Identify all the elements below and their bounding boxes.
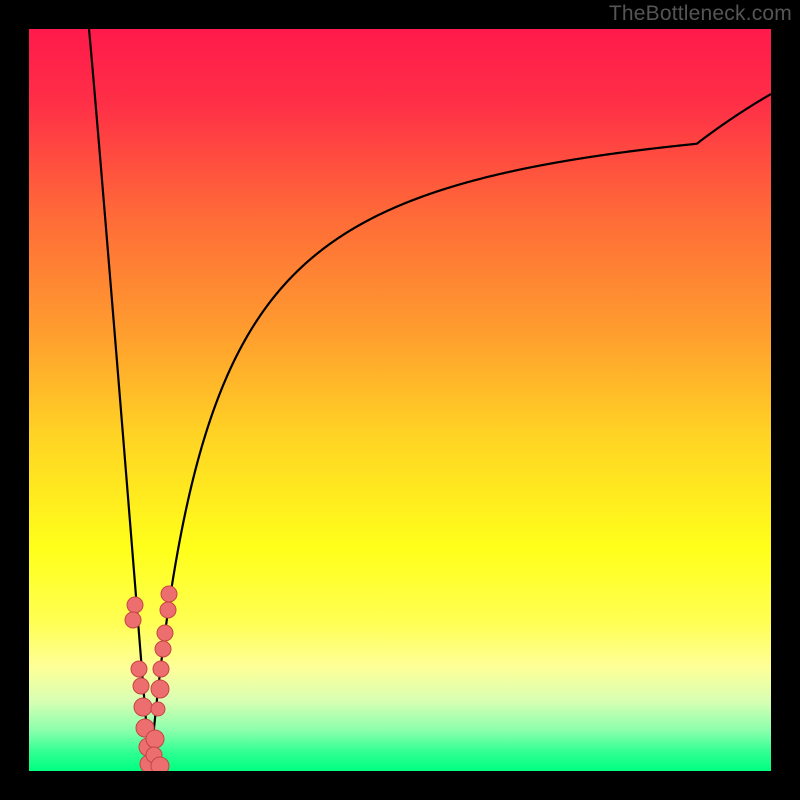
marker-right-7 [146, 730, 164, 748]
plot-area [29, 29, 771, 771]
marker-right-9 [151, 757, 169, 771]
chart-root: TheBottleneck.com [0, 0, 800, 800]
watermark-text: TheBottleneck.com [609, 2, 792, 26]
marker-left-1 [125, 612, 141, 628]
marker-left-4 [134, 698, 152, 716]
marker-right-0 [161, 586, 177, 602]
marker-left-2 [131, 661, 147, 677]
marker-left-0 [127, 597, 143, 613]
marker-right-2 [157, 625, 173, 641]
marker-right-6 [151, 702, 165, 716]
marker-right-4 [153, 661, 169, 677]
marker-right-3 [155, 641, 171, 657]
marker-left-3 [133, 678, 149, 694]
chart-svg [29, 29, 771, 771]
marker-right-1 [160, 602, 176, 618]
marker-right-5 [151, 680, 169, 698]
